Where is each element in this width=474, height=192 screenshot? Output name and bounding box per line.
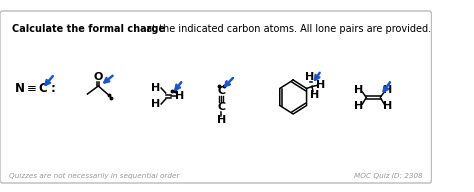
Text: C: C — [217, 102, 225, 112]
Text: H: H — [383, 85, 392, 95]
Text: H: H — [217, 115, 226, 125]
Text: H: H — [151, 83, 160, 93]
Text: Calculate the formal charge: Calculate the formal charge — [12, 24, 165, 34]
Text: H: H — [383, 101, 392, 111]
Text: Quizzes are not necessarily in sequential order: Quizzes are not necessarily in sequentia… — [9, 173, 180, 179]
Text: H: H — [305, 71, 314, 81]
FancyBboxPatch shape — [0, 11, 431, 183]
Text: at the indicated carbon atoms. All lone pairs are provided.: at the indicated carbon atoms. All lone … — [143, 24, 431, 34]
Text: H: H — [354, 101, 364, 111]
Text: H: H — [310, 89, 319, 99]
Text: H: H — [316, 79, 325, 89]
Text: C: C — [217, 86, 225, 96]
Text: H: H — [175, 91, 184, 101]
Text: O: O — [94, 72, 103, 82]
Text: N$\equiv$C :: N$\equiv$C : — [14, 83, 56, 95]
Text: H: H — [151, 99, 160, 109]
Text: H: H — [354, 85, 364, 95]
Text: MOC Quiz ID: 2308: MOC Quiz ID: 2308 — [354, 173, 422, 179]
